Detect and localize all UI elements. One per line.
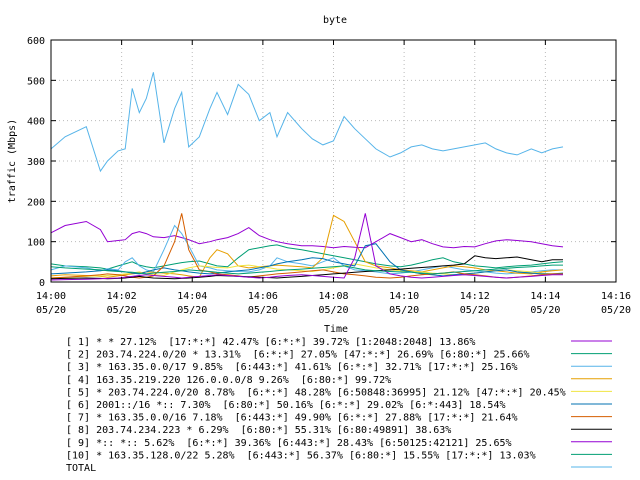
y-tick-label: 0: [39, 278, 45, 289]
x-tick-label-date: 05/20: [318, 305, 348, 316]
y-axis-label: traffic (Mbps): [7, 119, 18, 203]
series-line-11: [50, 72, 564, 173]
x-tick-label-date: 05/20: [248, 305, 278, 316]
x-tick-label-time: 14:00: [36, 291, 66, 302]
x-tick-label-time: 14:14: [530, 291, 560, 302]
y-tick-label: 100: [27, 238, 45, 249]
series-lines: [50, 72, 564, 281]
x-tick-label-date: 05/20: [177, 305, 207, 316]
legend: [ 1] * * 27.12% [17:*:*] 42.47% [6:*:*] …: [66, 337, 612, 474]
legend-label: [ 2] 203.74.224.0/20 * 13.31% [6:*:*] 27…: [66, 350, 530, 361]
series-line-4: [50, 214, 564, 278]
x-tick-label-date: 05/20: [107, 305, 137, 316]
series-line-2: [50, 244, 564, 270]
legend-label: [ 7] * 163.35.0.0/16 7.18% [6:443:*] 49.…: [66, 413, 518, 424]
x-tick-label-date: 05/20: [530, 305, 560, 316]
x-axis-label: Time: [324, 324, 348, 335]
y-tick-label: 400: [27, 117, 45, 128]
x-tick-label-time: 14:08: [318, 291, 348, 302]
series-line-10: [50, 264, 563, 275]
x-tick-label-time: 14:04: [177, 291, 207, 302]
x-tick-label-date: 05/20: [460, 305, 490, 316]
legend-label: [ 3] * 163.35.0.0/17 9.85% [6:443:*] 41.…: [66, 362, 518, 373]
legend-label: [ 9] *:: *:: 5.62% [6:*:*] 39.36% [6:443…: [66, 438, 512, 449]
y-tick-label: 500: [27, 76, 45, 87]
axis-ticks: 0 100 200 300 400 500 600 14:00 05/20 14:02 05/20 1…: [27, 36, 631, 316]
x-tick-label-time: 14:02: [107, 291, 137, 302]
x-tick-label-time: 14:12: [460, 291, 490, 302]
chart-title: byte: [323, 15, 347, 26]
series-line-9: [50, 213, 563, 281]
x-tick-label-date: 05/20: [601, 305, 631, 316]
legend-label: [ 6] 2001::/16 *:: 7.30% [6:80:*] 50.16%…: [66, 400, 506, 411]
x-tick-label-time: 14:06: [248, 291, 278, 302]
legend-label: [ 5] * 203.74.224.0/20 8.78% [6:*:*] 48.…: [66, 387, 566, 398]
y-tick-label: 300: [27, 157, 45, 168]
grid-lines: [51, 40, 616, 282]
legend-label: TOTAL: [66, 463, 96, 474]
x-tick-label-time: 14:10: [389, 291, 419, 302]
x-tick-label-date: 05/20: [36, 305, 66, 316]
series-line-1: [50, 220, 564, 249]
legend-label: [10] * 163.35.128.0/22 5.28% [6:443:*] 5…: [66, 450, 536, 461]
series-line-7: [50, 213, 563, 279]
x-tick-label-date: 05/20: [389, 305, 419, 316]
x-tick-label-time: 14:16: [601, 291, 631, 302]
legend-label: [ 1] * * 27.12% [17:*:*] 42.47% [6:*:*] …: [66, 337, 475, 348]
y-tick-label: 200: [27, 197, 45, 208]
series-line-8: [50, 255, 563, 280]
legend-label: [ 4] 163.35.219.220 126.0.0.0/8 9.26% [6…: [66, 375, 391, 386]
legend-label: [ 8] 203.74.234.223 * 6.29% [6:80:*] 55.…: [66, 425, 451, 436]
y-tick-label: 600: [27, 36, 45, 47]
